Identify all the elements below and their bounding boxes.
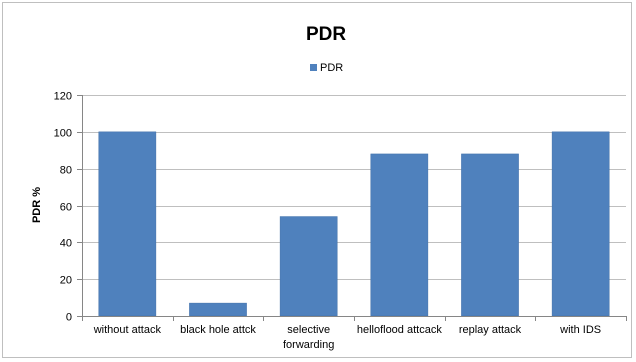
gridlines (82, 95, 626, 280)
legend-label: PDR (320, 62, 343, 74)
bar-without-attack (98, 131, 157, 317)
legend: PDR (310, 62, 343, 74)
x-tick-label: without attack (93, 324, 162, 336)
x-tick-label: with IDS (559, 324, 601, 336)
y-axis-label: PDR % (31, 187, 43, 223)
y-tick-label: 80 (60, 165, 72, 177)
chart-title: PDR (306, 24, 346, 45)
y-tick-label: 0 (66, 312, 72, 324)
y-tick-label: 40 (60, 238, 72, 250)
y-tick-label: 120 (54, 91, 72, 103)
x-tick-label: helloflood attcack (357, 324, 442, 336)
y-tick-labels: 0 20 40 60 80 100 120 (54, 91, 72, 324)
x-tick-labels: without attack black hole attck selective f… (93, 324, 601, 351)
bar-replay-attack (461, 153, 519, 317)
y-tick-label: 100 (54, 128, 72, 140)
bar-selective-forwarding (279, 216, 338, 317)
bar-with-IDS (551, 131, 610, 317)
x-tick-label: black hole attck (180, 324, 256, 336)
bar-helloflood-attcack (370, 153, 429, 317)
bars (98, 131, 610, 317)
y-tick-label: 60 (60, 202, 72, 214)
bar-black-hole-attck (189, 302, 247, 317)
x-tick-label: replay attack (459, 324, 522, 336)
axes (77, 95, 627, 321)
x-tick-label: selective forwarding (283, 324, 334, 351)
legend-swatch (310, 64, 317, 71)
y-tick-label: 20 (60, 275, 72, 287)
